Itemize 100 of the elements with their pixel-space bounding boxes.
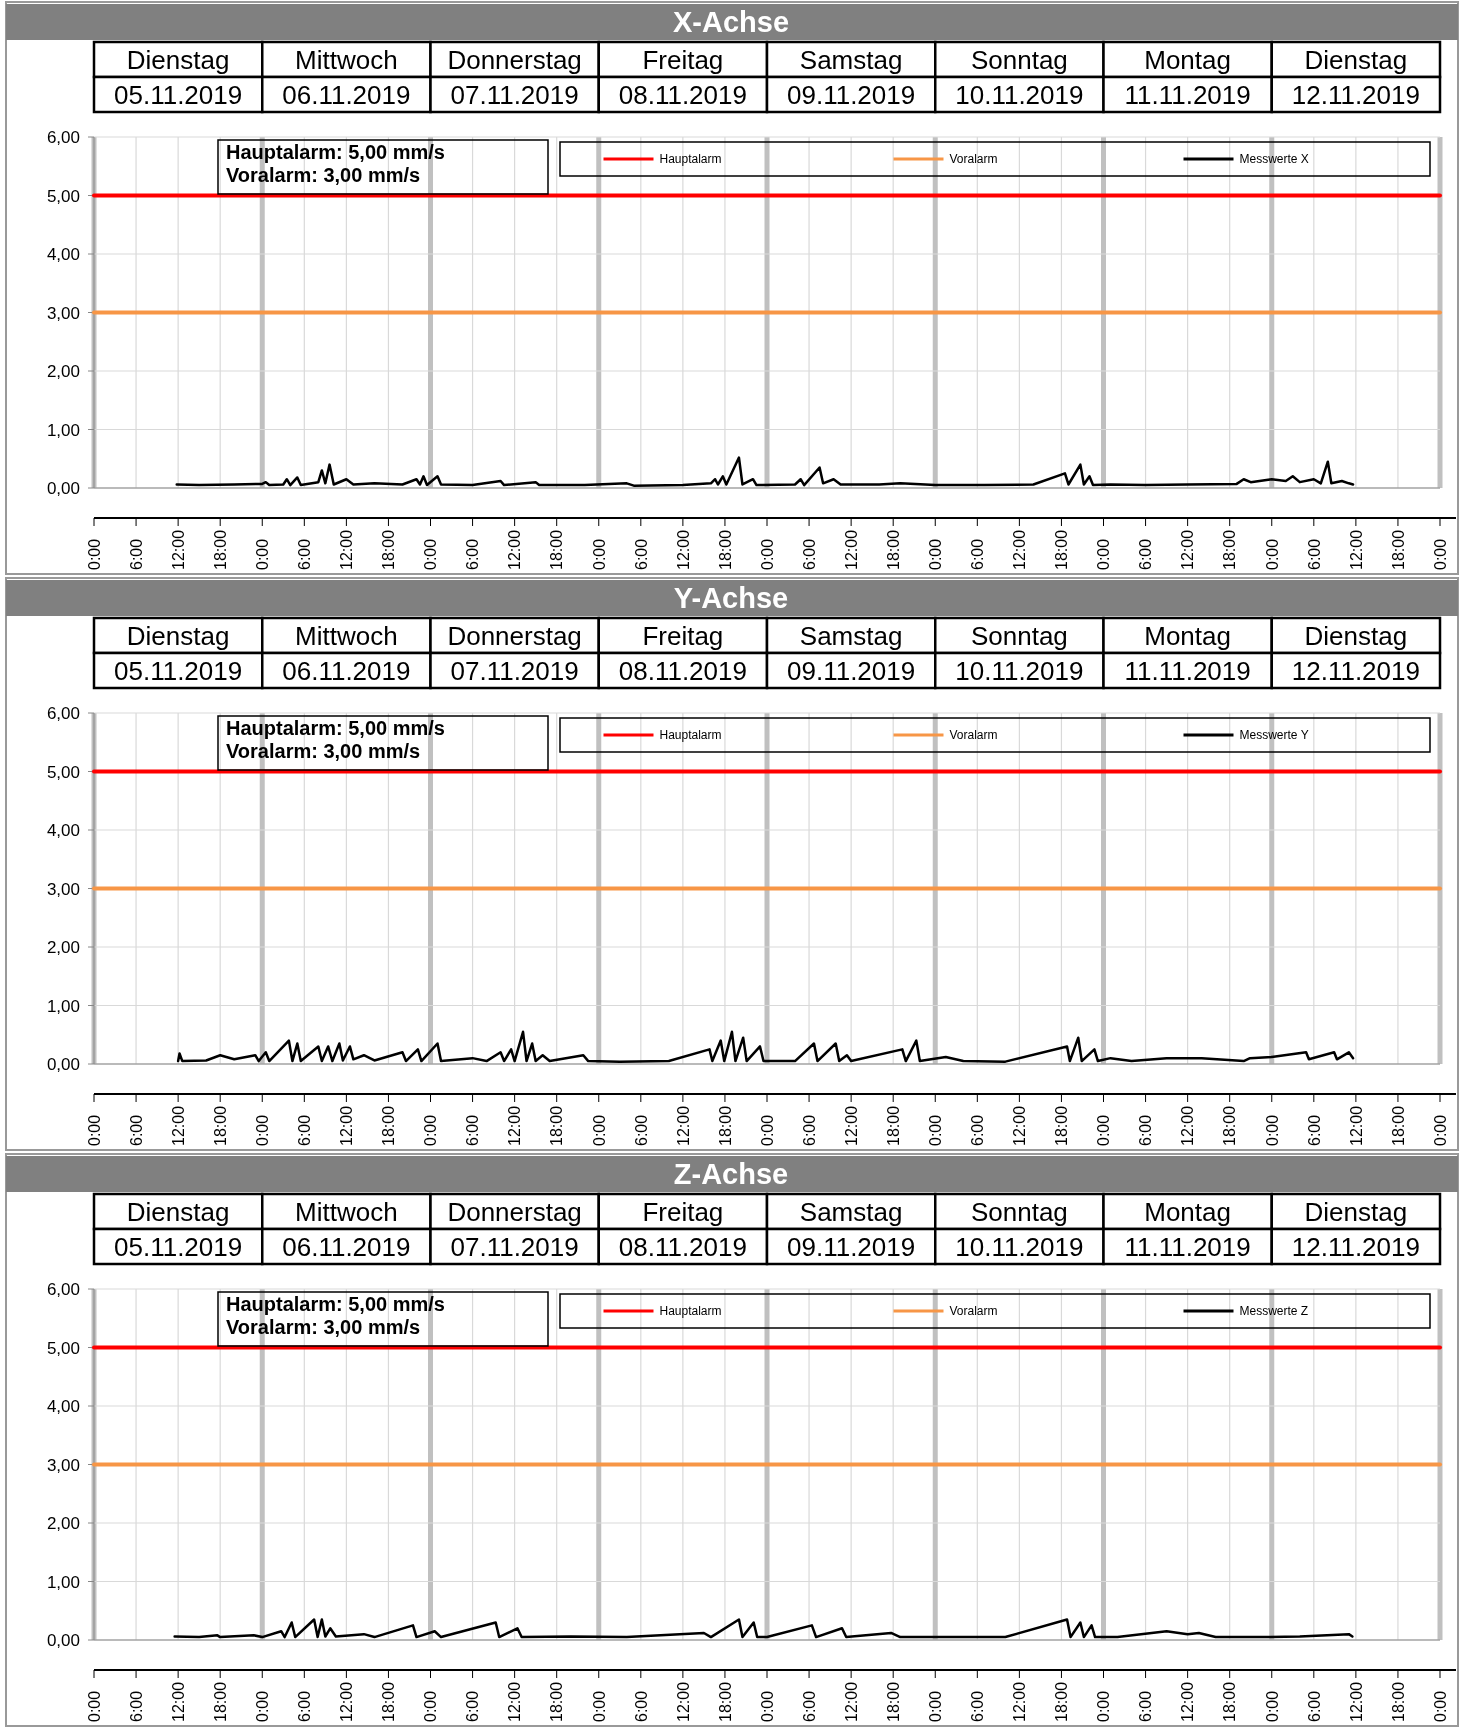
text: Dienstag (126, 1196, 230, 1227)
x-tick-label: 18:00 (884, 1105, 902, 1146)
x-tick-label: 12:00 (674, 1105, 692, 1146)
x-tick-label: 6:00 (1137, 1690, 1155, 1722)
x-tick-label: 12:00 (338, 1681, 356, 1722)
x-tick-label: 18:00 (1389, 1105, 1407, 1146)
text: Freitag (642, 1196, 724, 1227)
x-tick-label: 6:00 (127, 1114, 145, 1146)
text: Montag (1144, 1196, 1231, 1227)
x-tick-label: 12:00 (1179, 529, 1197, 570)
x-tick-label: 6:00 (1305, 538, 1323, 570)
x-tick-label: 6:00 (1137, 1114, 1155, 1146)
legend-label: Voralarm (949, 728, 998, 743)
x-tick-label: 18:00 (1053, 1105, 1071, 1146)
text: 11.11.2019 (1124, 1231, 1251, 1262)
y-tick-label: 6,00 (46, 1280, 80, 1300)
line-series (173, 1618, 1354, 1639)
x-tick-label: 6:00 (969, 1690, 987, 1722)
chart-title: X-Achse (672, 6, 790, 39)
x-tick-label: 0:00 (1263, 538, 1281, 570)
x-tick-label: 6:00 (296, 1690, 314, 1722)
x-tick-label: 18:00 (548, 1105, 566, 1146)
text: Samstag (799, 1196, 903, 1227)
text: 07.11.2019 (450, 79, 579, 110)
text: Dienstag (1304, 620, 1408, 651)
chart-title: Y-Achse (673, 582, 789, 615)
x-tick-label: 12:00 (506, 1681, 524, 1722)
x-tick-label: 0:00 (927, 1114, 945, 1146)
y-tick-label: 1,00 (46, 1572, 80, 1592)
x-tick-label: 0:00 (1095, 538, 1113, 570)
text: Samstag (799, 44, 903, 75)
text: Sonntag (970, 1196, 1068, 1227)
x-tick-label: 18:00 (380, 529, 398, 570)
y-tick-label: 5,00 (46, 1338, 80, 1358)
x-tick-label: 18:00 (211, 1681, 229, 1722)
x-tick-label: 0:00 (254, 1690, 272, 1722)
x-tick-label: 6:00 (1137, 538, 1155, 570)
y-tick-label: 3,00 (46, 303, 80, 323)
x-tick-label: 6:00 (464, 1690, 482, 1722)
legend-label: Hauptalarm (659, 728, 722, 743)
y-tick-label: 1,00 (46, 996, 80, 1016)
x-tick-label: 12:00 (506, 529, 524, 570)
y-tick-label: 0,00 (46, 479, 80, 499)
x-tick-label: 12:00 (842, 1681, 860, 1722)
y-tick-label: 4,00 (46, 1397, 80, 1417)
text: Montag (1144, 620, 1231, 651)
x-tick-label: 12:00 (338, 529, 356, 570)
x-tick-label: 0:00 (758, 1114, 776, 1146)
text: 10.11.2019 (955, 655, 1084, 686)
x-tick-label: 0:00 (1095, 1690, 1113, 1722)
text: Sonntag (970, 44, 1068, 75)
legend-label: Messwerte X (1239, 152, 1309, 167)
legend-label: Messwerte Z (1239, 1304, 1309, 1319)
x-tick-label: 12:00 (1011, 529, 1029, 570)
x-tick-label: 6:00 (800, 538, 818, 570)
text: 09.11.2019 (787, 79, 916, 110)
text: Mittwoch (295, 620, 398, 651)
x-tick-label: 0:00 (1431, 538, 1449, 570)
text: 09.11.2019 (787, 655, 916, 686)
text: Dienstag (1304, 1196, 1408, 1227)
text: Montag (1144, 44, 1231, 75)
x-tick-label: 0:00 (254, 538, 272, 570)
x-tick-label: 0:00 (927, 538, 945, 570)
text: Samstag (799, 620, 903, 651)
text: 08.11.2019 (618, 1231, 747, 1262)
y-tick-label: 5,00 (46, 762, 80, 782)
annotation: Voralarm: 3,00 mm/s (226, 1316, 421, 1339)
x-tick-label: 6:00 (464, 538, 482, 570)
y-tick-label: 2,00 (46, 938, 80, 958)
annotation: Hauptalarm: 5,00 mm/s (226, 1293, 445, 1316)
y-tick-label: 4,00 (46, 821, 80, 841)
line-series (175, 456, 1355, 487)
x-tick-label: 18:00 (716, 1105, 734, 1146)
x-tick-label: 18:00 (1389, 1681, 1407, 1722)
x-tick-label: 18:00 (211, 529, 229, 570)
x-tick-label: 0:00 (422, 538, 440, 570)
x-tick-label: 18:00 (211, 1105, 229, 1146)
x-tick-label: 6:00 (127, 538, 145, 570)
text: 12.11.2019 (1291, 79, 1420, 110)
text: Freitag (642, 620, 724, 651)
x-tick-label: 6:00 (1305, 1690, 1323, 1722)
text: 06.11.2019 (282, 1231, 411, 1262)
x-tick-label: 0:00 (590, 1690, 608, 1722)
text: Mittwoch (295, 1196, 398, 1227)
y-tick-label: 6,00 (46, 128, 80, 148)
x-tick-label: 0:00 (1263, 1690, 1281, 1722)
x-tick-label: 6:00 (127, 1690, 145, 1722)
x-tick-label: 12:00 (674, 1681, 692, 1722)
x-tick-label: 0:00 (422, 1114, 440, 1146)
x-tick-label: 6:00 (969, 538, 987, 570)
x-tick-label: 6:00 (632, 1114, 650, 1146)
y-tick-label: 0,00 (46, 1055, 80, 1075)
x-tick-label: 18:00 (1053, 1681, 1071, 1722)
x-tick-label: 12:00 (842, 529, 860, 570)
text: Freitag (642, 44, 724, 75)
line-series (176, 1030, 1355, 1063)
x-tick-label: 0:00 (422, 1690, 440, 1722)
x-tick-label: 12:00 (169, 1681, 187, 1722)
x-tick-label: 6:00 (296, 1114, 314, 1146)
x-tick-label: 0:00 (1431, 1690, 1449, 1722)
